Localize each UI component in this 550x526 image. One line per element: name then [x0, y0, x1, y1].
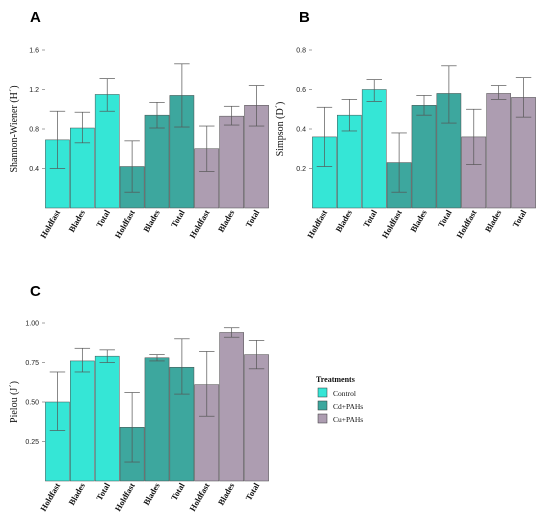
category-label: Holdfast	[187, 481, 211, 513]
bar	[219, 115, 244, 209]
category-label: Total	[94, 207, 112, 229]
y-tick-label: 0.25	[25, 439, 39, 446]
y-tick-label: 1.2	[29, 87, 39, 94]
bar	[94, 94, 120, 209]
y-tick-label: 0.4	[29, 166, 39, 173]
y-tick-label: 0.2	[296, 166, 306, 173]
y-tick-label: 0.6	[296, 87, 306, 94]
category-label: Blades	[408, 207, 429, 233]
category-label: Blades	[66, 480, 87, 506]
category-label: Blades	[216, 207, 237, 233]
category-label: Holdfast	[113, 481, 137, 513]
y-tick-label: 1.00	[25, 321, 39, 328]
bar	[70, 360, 95, 482]
legend: Treatments Control Cd+PAHs Cu+PAHs	[316, 375, 363, 424]
category-label: Blades	[333, 207, 354, 233]
bar	[144, 114, 170, 209]
y-axis-label: Simpson (D´)	[275, 102, 286, 157]
category-label: Holdfast	[380, 208, 404, 240]
category-label: Total	[169, 207, 187, 229]
category-label: Blades	[141, 207, 162, 233]
category-label: Total	[94, 480, 112, 502]
bar	[94, 355, 120, 482]
category-label: Total	[243, 207, 261, 229]
category-label: Holdfast	[454, 208, 478, 240]
category-label: Blades	[483, 207, 504, 233]
category-label: Total	[243, 480, 261, 502]
category-label: Total	[361, 207, 379, 229]
legend-label-cu-pahs: Cu+PAHs	[333, 415, 363, 424]
category-label: Blades	[216, 480, 237, 506]
legend-swatch-cd-pahs	[317, 400, 328, 411]
y-tick-label: 1.6	[29, 48, 39, 55]
panel-letter-c: C	[30, 283, 41, 300]
legend-label-cd-pahs: Cd+PAHs	[333, 402, 363, 411]
y-tick-label: 0.75	[25, 360, 39, 367]
bar	[411, 105, 437, 209]
y-tick-label: 0.50	[25, 400, 39, 407]
category-label: Total	[510, 207, 528, 229]
category-label: Total	[169, 480, 187, 502]
category-label: Holdfast	[187, 208, 211, 240]
legend-swatch-cu-pahs	[317, 413, 328, 424]
legend-swatch-control	[317, 387, 328, 398]
y-axis-label: Pielou (J´)	[9, 381, 20, 423]
y-axis-label: Shannon-Wiener (H´)	[9, 85, 20, 172]
bar	[486, 93, 511, 209]
category-label: Total	[436, 207, 454, 229]
category-label: Blades	[66, 207, 87, 233]
legend-title: Treatments	[316, 375, 355, 384]
y-tick-label: 0.8	[296, 48, 306, 55]
bar	[144, 357, 170, 482]
panel-letter-a: A	[30, 9, 41, 26]
bar	[361, 89, 387, 209]
bar	[219, 332, 244, 482]
y-tick-label: 0.8	[29, 127, 39, 134]
category-label: Holdfast	[38, 481, 62, 513]
category-label: Holdfast	[38, 208, 62, 240]
legend-label-control: Control	[333, 389, 356, 398]
panel-letter-b: B	[299, 9, 310, 26]
bar	[244, 354, 269, 482]
category-label: Holdfast	[113, 208, 137, 240]
category-label: Blades	[141, 480, 162, 506]
category-label: Holdfast	[305, 208, 329, 240]
y-tick-label: 0.4	[296, 127, 306, 134]
